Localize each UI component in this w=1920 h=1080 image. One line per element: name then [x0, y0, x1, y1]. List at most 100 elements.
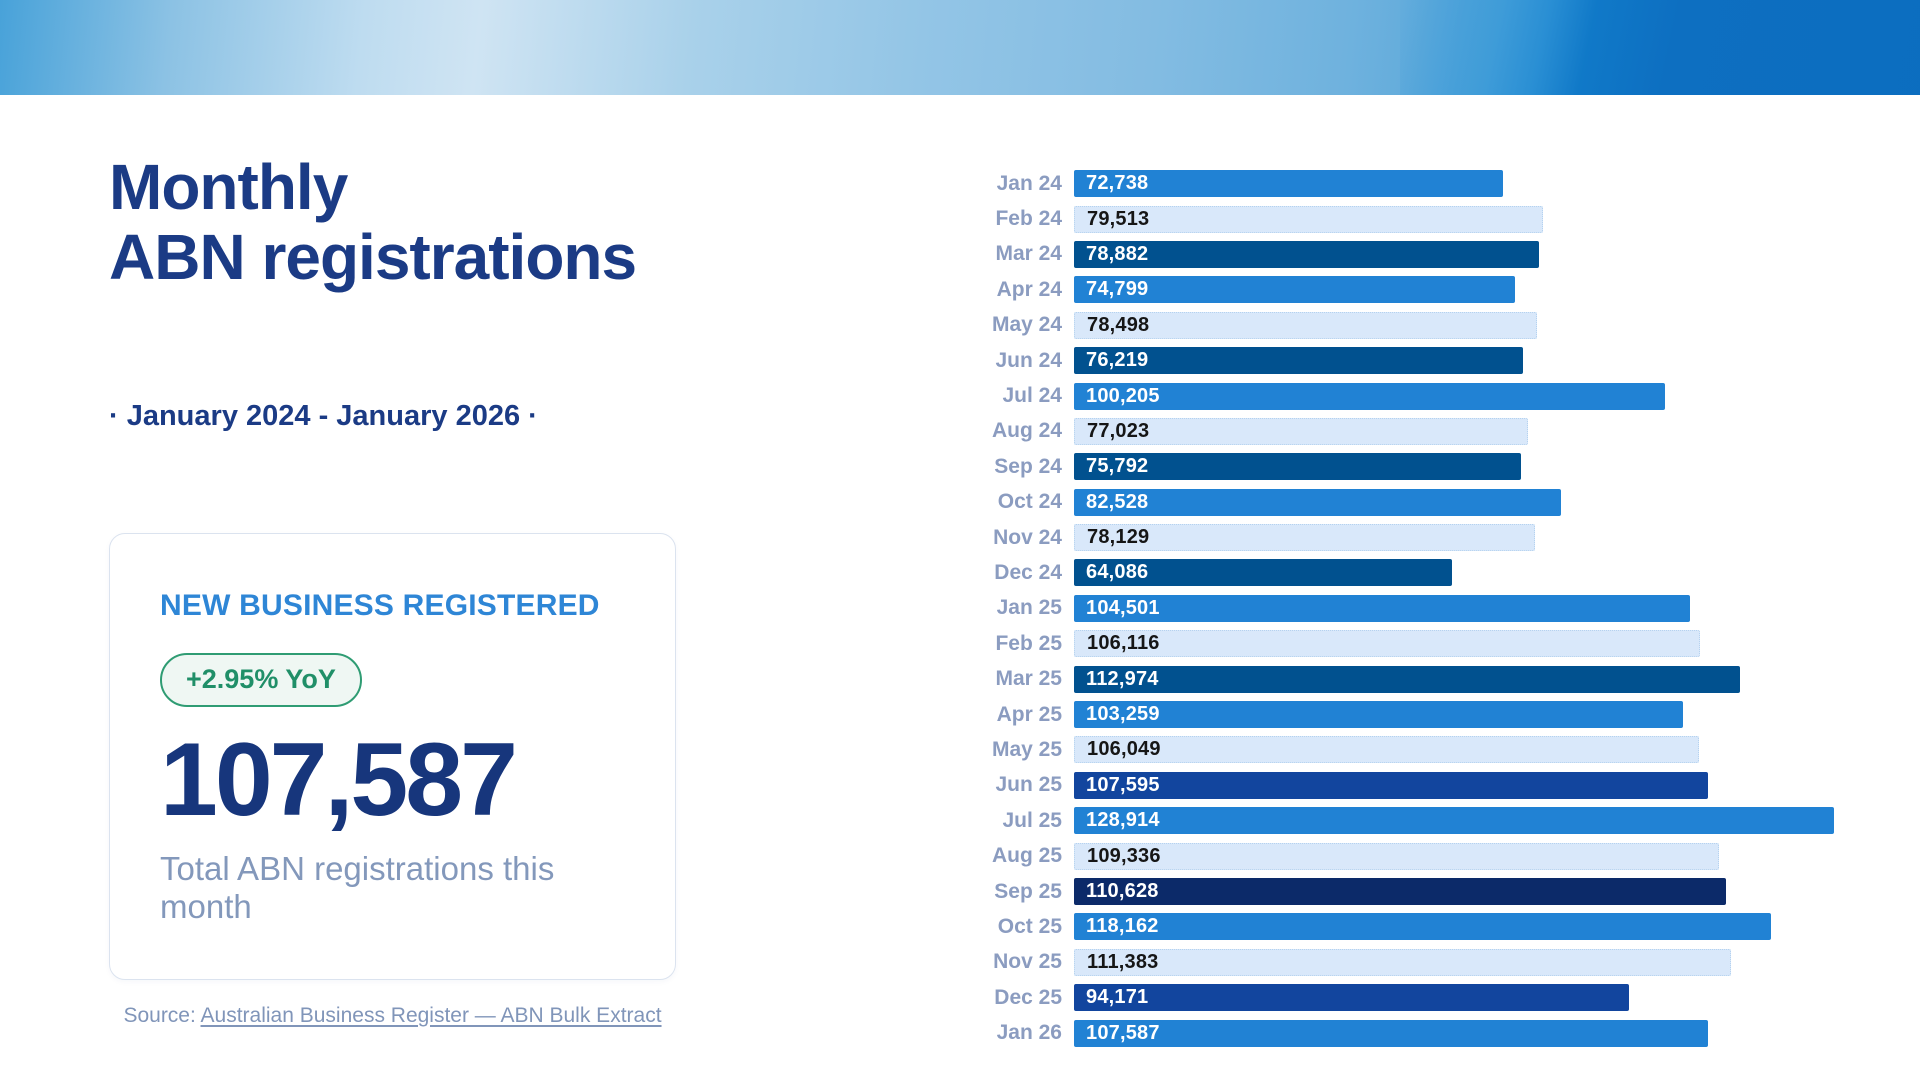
month-label: Apr 24	[996, 277, 1062, 301]
chart-row: Aug 24 77,023	[972, 414, 1844, 449]
source-prefix: Source:	[123, 1004, 201, 1027]
bar[interactable]: 94,171	[1074, 984, 1630, 1012]
chart-row: Sep 24 75,792	[972, 449, 1844, 484]
source-line: Source: Australian Business Register — A…	[109, 1004, 676, 1028]
month-label: Nov 25	[993, 950, 1062, 974]
bar-track: 79,513	[1074, 205, 1834, 233]
chart-row: Jun 25 107,595	[972, 768, 1844, 803]
chart-row: Dec 24 64,086	[972, 555, 1844, 590]
bar[interactable]: 112,974	[1074, 665, 1741, 693]
month-label: Jan 25	[996, 596, 1062, 620]
month-label: Dec 24	[994, 560, 1062, 584]
month-label: Nov 24	[993, 525, 1062, 549]
bar-value-label: 78,882	[1086, 242, 1149, 265]
chart-row: Jun 24 76,219	[972, 343, 1844, 378]
top-banner-gradient	[0, 0, 1920, 95]
page-title-line1: Monthly	[109, 151, 348, 223]
bar-value-label: 79,513	[1087, 207, 1150, 230]
stat-card-label: NEW BUSINESS REGISTERED	[160, 589, 600, 622]
bar[interactable]: 75,792	[1074, 453, 1521, 481]
month-label: Jul 25	[1002, 808, 1062, 832]
chart-row: Aug 25 109,336	[972, 838, 1844, 873]
bar[interactable]: 64,086	[1074, 559, 1452, 587]
chart-row: Jul 24 100,205	[972, 378, 1844, 413]
bar-track: 78,129	[1074, 524, 1834, 552]
month-label: Sep 25	[994, 879, 1062, 903]
bar[interactable]: 110,628	[1074, 878, 1727, 905]
source-link[interactable]: Australian Business Register — ABN Bulk …	[200, 1004, 662, 1027]
bar[interactable]: 118,162	[1074, 913, 1771, 941]
date-range-subtitle: · January 2024 - January 2026 ·	[109, 400, 538, 432]
bar-value-label: 128,914	[1086, 809, 1160, 832]
bar[interactable]: 76,219	[1074, 347, 1524, 375]
bar[interactable]: 82,528	[1074, 488, 1561, 516]
chart-row: Mar 24 78,882	[972, 237, 1844, 272]
bar[interactable]: 106,049	[1074, 736, 1700, 764]
month-label: Oct 24	[997, 490, 1062, 514]
bar-value-label: 78,129	[1087, 526, 1150, 549]
bar-value-label: 94,171	[1086, 986, 1149, 1009]
bar[interactable]: 72,738	[1074, 170, 1503, 198]
bar[interactable]: 78,882	[1074, 240, 1540, 268]
bar[interactable]: 103,259	[1074, 701, 1683, 729]
bar[interactable]: 128,914	[1074, 807, 1834, 835]
bar[interactable]: 74,799	[1074, 276, 1515, 304]
bar-track: 104,501	[1074, 594, 1834, 622]
bar-value-label: 110,628	[1086, 880, 1159, 902]
month-label: Mar 25	[995, 667, 1062, 691]
bar-value-label: 107,595	[1086, 773, 1160, 796]
bar[interactable]: 109,336	[1074, 842, 1719, 870]
bar[interactable]: 79,513	[1074, 205, 1543, 233]
bar-track: 72,738	[1074, 170, 1834, 198]
month-label: Oct 25	[997, 914, 1062, 938]
bar-track: 107,595	[1074, 771, 1834, 799]
bar-value-label: 107,587	[1086, 1021, 1160, 1044]
month-label: Feb 25	[995, 631, 1062, 655]
month-label: Sep 24	[994, 454, 1062, 478]
bar-track: 78,882	[1074, 240, 1834, 268]
bar-track: 128,914	[1074, 807, 1834, 835]
bar[interactable]: 78,129	[1074, 524, 1535, 552]
bar[interactable]: 77,023	[1074, 417, 1529, 445]
bar[interactable]: 111,383	[1074, 948, 1731, 976]
month-label: Mar 24	[995, 242, 1062, 266]
month-label: Jan 26	[996, 1021, 1062, 1045]
chart-row: Mar 25 112,974	[972, 661, 1844, 696]
bar-track: 109,336	[1074, 842, 1834, 870]
chart-row: Jul 25 128,914	[972, 803, 1844, 838]
bar-value-label: 74,799	[1086, 278, 1149, 301]
bar-track: 118,162	[1074, 913, 1834, 941]
bar-track: 76,219	[1074, 347, 1834, 375]
chart-row: Apr 24 74,799	[972, 272, 1844, 307]
month-label: Jan 24	[996, 171, 1062, 195]
bar-value-label: 106,049	[1087, 738, 1161, 761]
bar-track: 64,086	[1074, 559, 1834, 587]
bar[interactable]: 100,205	[1074, 382, 1665, 410]
bar[interactable]: 78,498	[1074, 311, 1537, 339]
bar[interactable]: 104,501	[1074, 594, 1691, 622]
bar[interactable]: 107,587	[1074, 1019, 1709, 1047]
bar-chart: Jan 24 72,738 Feb 24 79,513 Mar 24 78,88…	[972, 166, 1844, 1051]
month-label: Apr 25	[996, 702, 1062, 726]
bar[interactable]: 106,116	[1074, 630, 1700, 658]
bar-track: 82,528	[1074, 488, 1834, 516]
chart-row: Nov 24 78,129	[972, 520, 1844, 555]
chart-row: Jan 24 72,738	[972, 166, 1844, 201]
bar-value-label: 64,086	[1086, 561, 1149, 584]
bar-value-label: 72,738	[1086, 172, 1149, 195]
chart-row: Nov 25 111,383	[972, 945, 1844, 980]
month-label: Jun 25	[995, 773, 1062, 797]
chart-row: Feb 24 79,513	[972, 201, 1844, 236]
chart-row: Dec 25 94,171	[972, 980, 1844, 1015]
stat-value: 107,587	[160, 722, 518, 838]
bar-track: 110,628	[1074, 878, 1834, 905]
page-title-line2: ABN registrations	[109, 221, 637, 294]
month-label: Feb 24	[995, 207, 1062, 231]
month-label: Jul 24	[1002, 384, 1062, 408]
bar[interactable]: 107,595	[1074, 771, 1709, 799]
bar-value-label: 106,116	[1087, 632, 1160, 655]
bar-value-label: 118,162	[1086, 915, 1159, 938]
stat-card: NEW BUSINESS REGISTERED +2.95% YoY 107,5…	[109, 533, 676, 980]
bar-value-label: 103,259	[1086, 703, 1160, 726]
month-label: Aug 25	[991, 844, 1062, 868]
